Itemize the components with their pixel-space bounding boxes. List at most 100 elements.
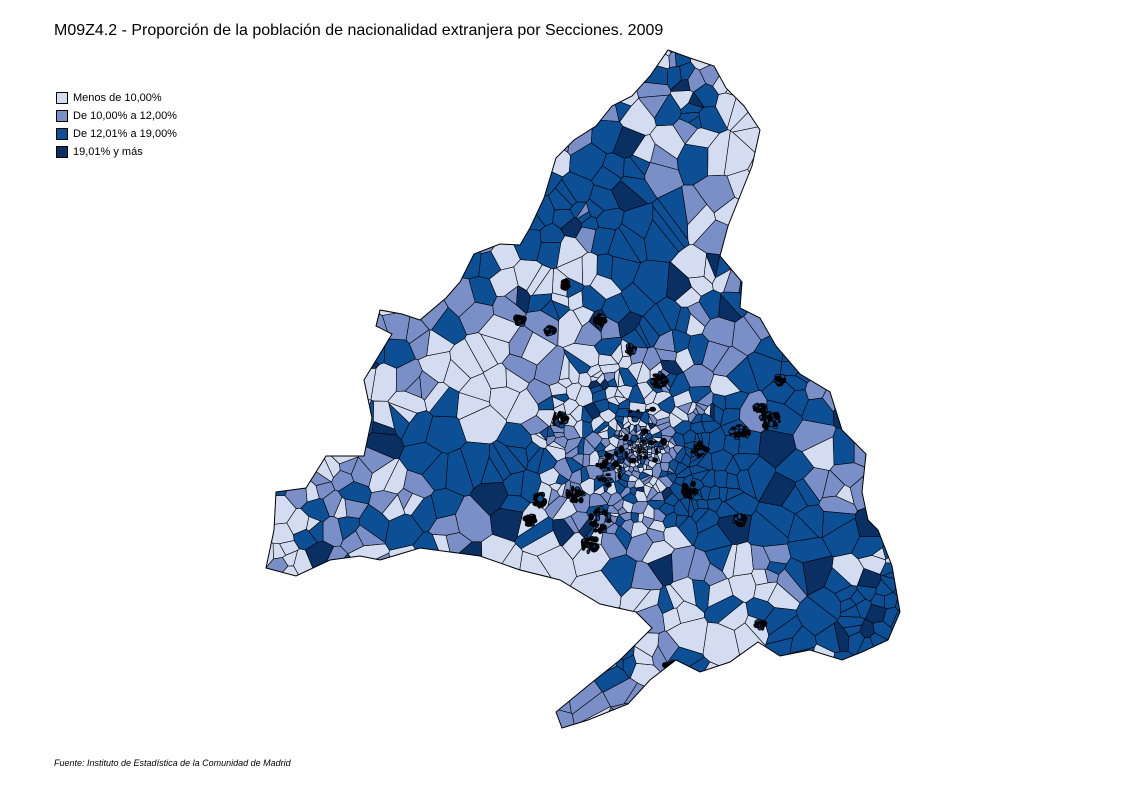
census-section <box>821 510 856 539</box>
census-section <box>287 692 327 728</box>
census-section <box>588 50 624 57</box>
census-section <box>762 275 783 298</box>
census-section <box>451 701 483 728</box>
census-section <box>822 315 858 340</box>
census-section <box>427 633 443 672</box>
census-section <box>752 66 776 87</box>
urban-section <box>556 420 560 428</box>
census-section <box>266 110 283 173</box>
census-section <box>894 113 900 137</box>
census-section <box>310 50 369 61</box>
census-section <box>852 181 889 205</box>
legend-item-mid-high: De 12,01% a 19,00% <box>56 125 177 143</box>
census-section <box>821 67 848 95</box>
census-section <box>823 286 862 321</box>
census-section <box>783 55 805 88</box>
urban-section <box>588 513 594 521</box>
census-section <box>780 255 803 280</box>
urban-section <box>614 450 619 457</box>
census-section <box>508 585 529 614</box>
census-section <box>852 279 871 297</box>
census-section <box>649 425 662 436</box>
census-section <box>369 139 385 159</box>
urban-section <box>745 429 750 436</box>
urban-section <box>734 516 739 522</box>
census-section <box>442 84 480 128</box>
urban-section <box>641 428 649 435</box>
census-section <box>747 509 789 547</box>
urban-section <box>734 436 740 440</box>
census-section <box>630 50 653 78</box>
urban-section <box>606 466 611 471</box>
census-section <box>569 404 583 423</box>
census-section <box>270 293 310 325</box>
census-section <box>321 367 357 401</box>
urban-section <box>752 405 757 412</box>
census-section <box>288 146 331 169</box>
census-section <box>756 291 781 313</box>
census-section <box>636 443 641 448</box>
census-section <box>759 132 789 161</box>
census-section <box>821 135 848 167</box>
census-section <box>643 503 655 520</box>
urban-section <box>672 664 678 669</box>
census-section <box>588 492 608 508</box>
census-section <box>391 83 421 124</box>
census-section <box>842 114 865 140</box>
urban-section <box>579 490 584 496</box>
census-section <box>840 259 855 282</box>
census-section <box>752 254 776 277</box>
census-section <box>509 95 531 148</box>
census-section <box>775 53 802 85</box>
census-section <box>526 90 562 122</box>
census-section <box>858 168 896 185</box>
census-section <box>561 590 591 641</box>
urban-section <box>571 498 579 503</box>
census-section <box>462 654 495 695</box>
census-section <box>426 106 450 125</box>
census-section <box>891 527 900 570</box>
census-section <box>268 397 292 424</box>
census-section <box>320 605 348 632</box>
census-section <box>308 520 324 543</box>
census-section <box>522 578 571 613</box>
census-section <box>649 707 684 728</box>
census-section <box>656 452 663 464</box>
census-section <box>778 708 812 721</box>
census-section <box>634 447 638 452</box>
census-section <box>285 176 325 214</box>
census-section <box>540 298 560 322</box>
census-section <box>841 92 865 121</box>
census-section <box>634 322 651 349</box>
census-section <box>593 336 623 357</box>
census-section <box>815 220 844 254</box>
census-section <box>663 525 694 550</box>
census-section <box>753 75 785 108</box>
census-section <box>819 171 861 203</box>
census-section <box>882 293 900 345</box>
census-section <box>318 405 335 428</box>
census-section <box>303 283 327 319</box>
census-section <box>802 555 834 596</box>
census-section <box>680 102 704 114</box>
census-section <box>882 512 900 560</box>
census-section <box>700 50 735 66</box>
census-section <box>768 656 795 684</box>
legend-swatch-high <box>56 146 68 158</box>
census-section <box>804 291 831 311</box>
census-section <box>356 136 382 159</box>
urban-section <box>626 347 634 354</box>
census-section <box>359 187 383 219</box>
census-section <box>411 713 436 728</box>
census-section <box>303 209 349 252</box>
census-section <box>630 521 649 538</box>
census-section <box>626 439 634 446</box>
census-section <box>796 595 838 637</box>
census-section <box>805 264 834 290</box>
census-section <box>383 677 413 706</box>
census-section <box>504 635 524 657</box>
census-section <box>266 244 293 303</box>
census-section <box>350 155 404 189</box>
urban-section <box>612 462 620 468</box>
census-section <box>624 426 630 434</box>
